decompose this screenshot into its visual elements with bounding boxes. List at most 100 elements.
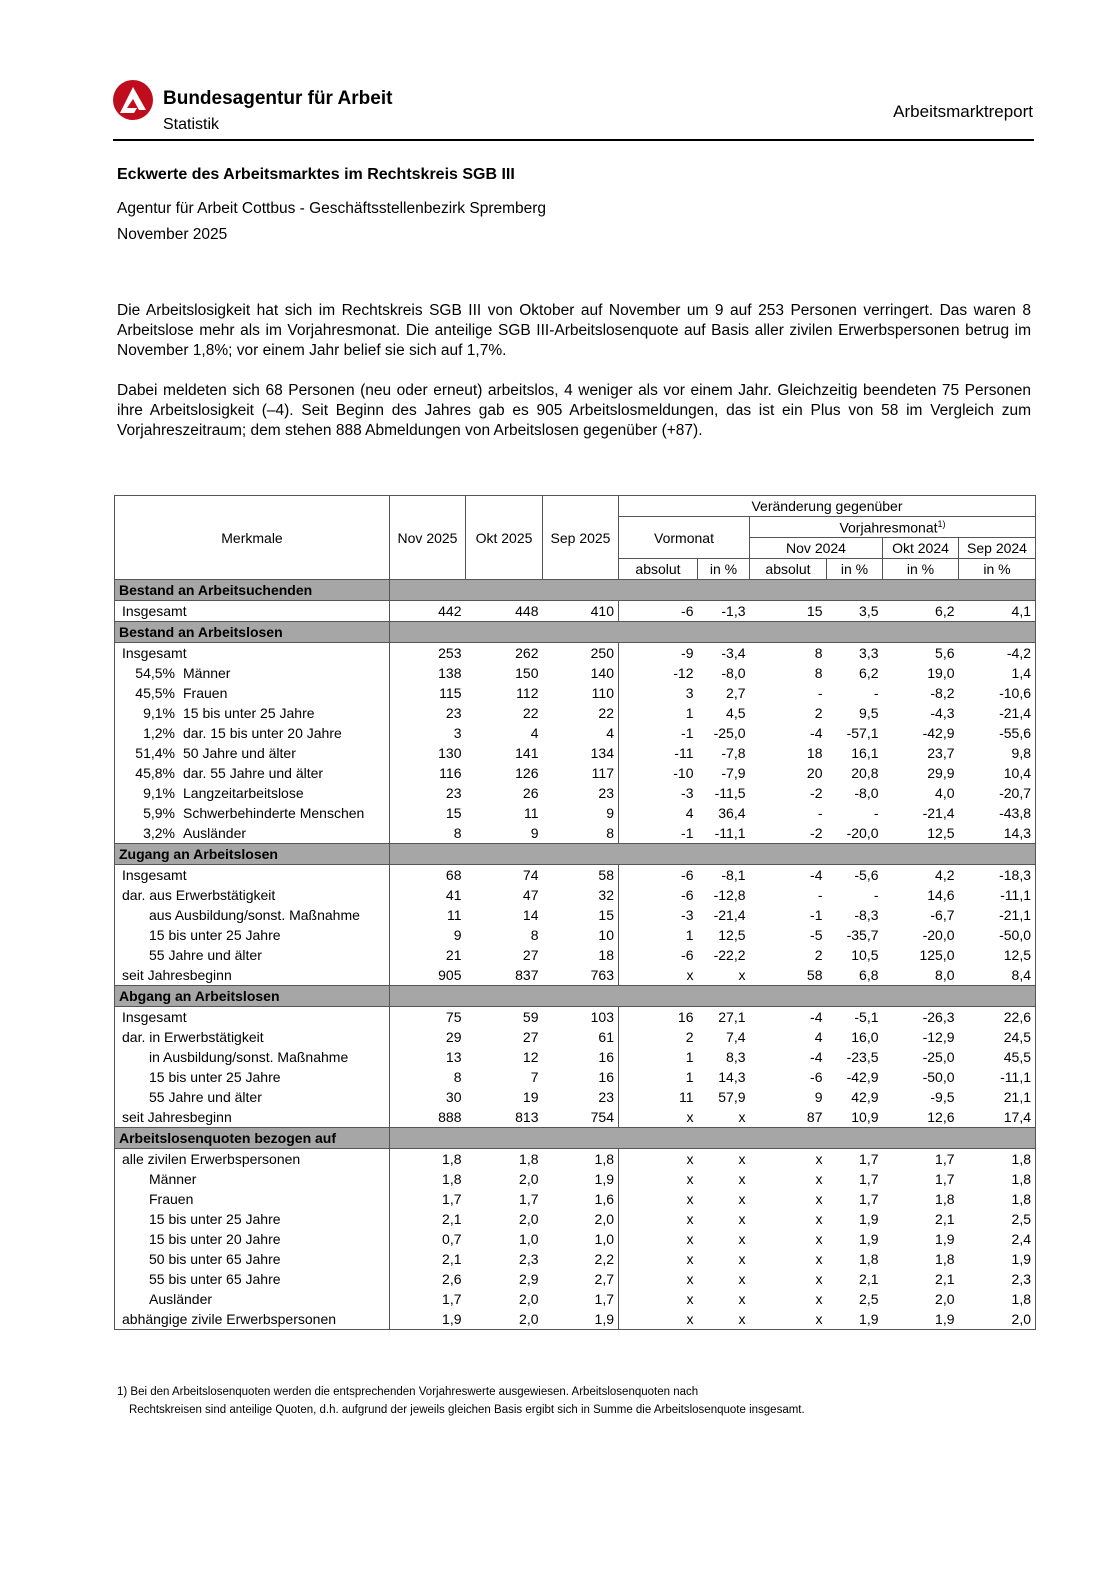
value-cell: 2: [814, 947, 823, 963]
value-cell: 10: [598, 927, 614, 943]
value-cell: 2,6: [389, 1269, 466, 1289]
value-cell: -8,3: [854, 907, 879, 923]
value-cell: x: [618, 965, 698, 986]
value-cell: x: [738, 1231, 746, 1247]
value-cell: 4: [530, 725, 539, 741]
table-row: dar. in Erwerbstätigkeit 29 27 61 2 7,4 4 16,0 -…: [114, 1027, 1036, 1047]
value-cell: 1: [618, 1047, 698, 1067]
value-cell: -43,8: [999, 805, 1031, 821]
value-cell: 2,7: [594, 1271, 614, 1287]
value-cell: 9: [606, 805, 614, 821]
table-row: in Ausbildung/sonst. Maßnahme 13 12 16 1 8,3 -…: [114, 1047, 1036, 1067]
value-cell: 15: [389, 803, 466, 823]
share-value: 9,1%: [143, 785, 175, 801]
value-cell: -11,1: [1000, 887, 1031, 903]
value-cell: 1,8: [935, 1191, 955, 1207]
value-cell: 250: [590, 645, 614, 661]
value-cell: 58: [598, 867, 614, 883]
value-cell: x: [815, 1171, 823, 1187]
value-cell: 3,5: [859, 603, 879, 619]
value-cell: x: [738, 1311, 746, 1327]
value-cell: 23: [389, 783, 466, 803]
value-cell: 23,7: [927, 745, 955, 761]
value-cell: 11: [618, 1087, 698, 1107]
value-cell: 11: [389, 905, 466, 925]
row-label-cell: 15 bis unter 20 Jahre: [114, 1229, 390, 1249]
value-cell: -5: [810, 927, 823, 943]
value-cell: 8: [606, 825, 614, 841]
value-cell: -25,0: [922, 1049, 955, 1065]
value-cell: 45,5: [1003, 1049, 1031, 1065]
row-label: Insgesamt: [122, 867, 187, 883]
value-cell: 16: [618, 1006, 698, 1027]
header-okt-2024: Okt 2024: [882, 537, 959, 559]
section-label: Bestand an Arbeitsuchenden: [114, 579, 390, 601]
value-cell: -21,4: [999, 705, 1031, 721]
value-cell: 1,9: [594, 1171, 614, 1187]
value-cell: 117: [591, 765, 614, 781]
row-label-cell: Insgesamt: [114, 1006, 390, 1027]
row-label-cell: Frauen: [114, 1189, 390, 1209]
share-value: 3,2%: [143, 825, 175, 841]
header-okt-2025: Okt 2025: [465, 495, 543, 580]
row-label: Insgesamt: [122, 645, 187, 661]
row-label: aus Ausbildung/sonst. Maßnahme: [149, 907, 360, 923]
row-label-cell: 55 bis unter 65 Jahre: [114, 1269, 390, 1289]
value-cell: -12,8: [713, 887, 746, 903]
row-label-cell: 15 bis unter 25 Jahre: [114, 1067, 390, 1087]
row-label-cell: Insgesamt: [114, 864, 390, 885]
value-cell: 2,1: [389, 1249, 466, 1269]
value-cell: 2,0: [519, 1211, 539, 1227]
header-merkmale: Merkmale: [114, 495, 390, 580]
paragraph-2: Dabei meldeten sich 68 Personen (neu ode…: [117, 382, 1031, 439]
value-cell: 2: [618, 1027, 698, 1047]
value-cell: 130: [389, 743, 466, 763]
row-label: Männer: [183, 665, 231, 681]
value-cell: 110: [591, 685, 614, 701]
value-cell: 68: [389, 864, 466, 885]
value-cell: -1: [618, 823, 698, 844]
row-label: dar. 15 bis unter 20 Jahre: [183, 725, 342, 741]
value-cell: 14,3: [1003, 825, 1031, 841]
share-value: 45,5%: [135, 685, 175, 701]
row-label-cell: Insgesamt: [114, 642, 390, 663]
row-label-cell: 5,9% Schwerbehinderte Menschen: [114, 803, 390, 823]
header-divider: [113, 139, 1034, 141]
row-label: 55 Jahre und älter: [149, 947, 262, 963]
table-row: alle zivilen Erwerbspersonen 1,8 1,8 1,8 x x x…: [114, 1148, 1036, 1169]
table-row: 45,8% dar. 55 Jahre und älter 116 126 117 -10…: [114, 763, 1036, 783]
org-subtitle: Statistik: [163, 116, 220, 133]
value-cell: 138: [389, 663, 466, 683]
table-row: 54,5% Männer 138 150 140 -12 -8,0 8 6,2 19,0 1,4: [114, 663, 1036, 683]
table-row: 5,9% Schwerbehinderte Menschen 15 11 9 4 36,4 -…: [114, 803, 1036, 823]
value-cell: -23,5: [846, 1049, 879, 1065]
share-value: 54,5%: [135, 665, 175, 681]
table-row: 15 bis unter 25 Jahre 9 8 10 1 12,5 -5 -35,7 -20…: [114, 925, 1036, 945]
value-cell: x: [815, 1211, 823, 1227]
value-cell: 14,6: [927, 887, 955, 903]
table-row: Männer 1,8 2,0 1,9 x x x 1,7 1,7 1,8: [114, 1169, 1036, 1189]
section-fill: [389, 843, 1036, 865]
value-cell: 2,3: [1011, 1271, 1031, 1287]
header-change: Veränderung gegenüber: [618, 495, 1036, 517]
value-cell: x: [618, 1209, 698, 1229]
value-cell: -22,2: [713, 947, 746, 963]
value-cell: 75: [389, 1006, 466, 1027]
header-sep-2025: Sep 2025: [542, 495, 619, 580]
value-cell: -9,5: [930, 1089, 955, 1105]
value-cell: -4: [810, 1049, 823, 1065]
value-cell: 7: [530, 1069, 539, 1085]
value-cell: -4: [810, 725, 823, 741]
value-cell: 1,9: [594, 1311, 614, 1327]
value-cell: 74: [522, 867, 539, 883]
section-label: Arbeitslosenquoten bezogen auf: [114, 1127, 390, 1149]
value-cell: 1,8: [389, 1169, 466, 1189]
value-cell: 2: [814, 705, 823, 721]
value-cell: 13: [389, 1047, 466, 1067]
value-cell: 2,4: [1011, 1231, 1031, 1247]
row-label-cell: Insgesamt: [114, 600, 390, 622]
value-cell: 8: [389, 1067, 466, 1087]
table-row: Insgesamt 253 262 250 -9 -3,4 8 3,3 5,6 -4,2: [114, 642, 1036, 663]
header-absolut: absolut: [749, 558, 827, 580]
value-cell: x: [738, 1271, 746, 1287]
